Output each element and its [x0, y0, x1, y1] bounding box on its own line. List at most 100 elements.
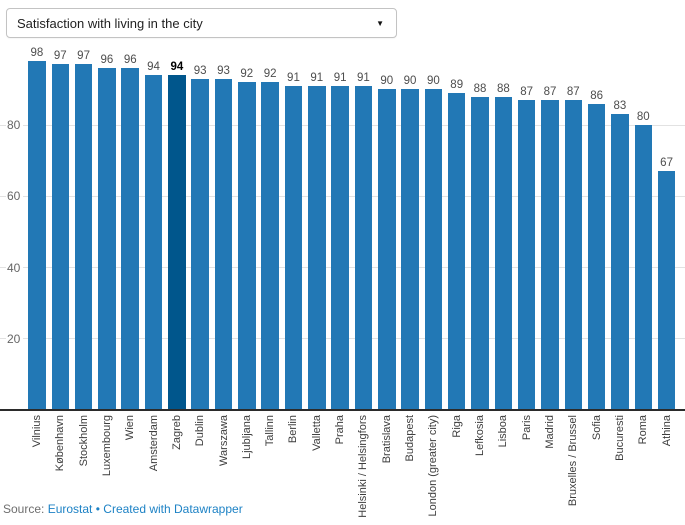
x-axis-category-label: Budapest [404, 415, 417, 462]
x-axis-label-cell: Dublin [189, 415, 212, 525]
bar-value-label: 93 [193, 64, 207, 77]
bar-Helsinki / Helsingfors[interactable] [354, 85, 373, 410]
bar-value-label: 96 [100, 54, 114, 66]
bar-Bratislava[interactable] [378, 89, 396, 410]
bar-Athina[interactable] [657, 171, 676, 410]
x-axis-label-cell: Lefkosia [468, 415, 491, 525]
bar-Zagreb[interactable] [168, 75, 186, 410]
bar-Amsterdam[interactable] [144, 75, 163, 410]
bar-value-label: 91 [310, 71, 324, 84]
bar-Ljubljana[interactable] [238, 82, 256, 410]
bar-value-label: 97 [77, 50, 90, 63]
x-axis-category-label: Lisboa [497, 415, 510, 448]
x-axis-label-cell: Roma [632, 415, 655, 525]
credit-link[interactable]: Created with Datawrapper [103, 502, 243, 516]
x-axis-category-label: Valletta [310, 415, 323, 451]
x-axis-label-cell: Athina [655, 415, 678, 525]
bar-Paris[interactable] [517, 100, 536, 410]
bar-value-label: 96 [123, 54, 137, 66]
x-axis-label-cell: Valletta [305, 415, 328, 525]
bar-value-label: 80 [636, 111, 650, 123]
bar-value-label: 87 [520, 86, 534, 99]
bar-value-label: 92 [263, 68, 277, 81]
bar-value-label: 88 [496, 82, 510, 95]
x-axis-line [0, 409, 685, 411]
x-axis-label-cell: Bratislava [375, 415, 398, 525]
bar-Bruxelles / Brussel[interactable] [564, 100, 583, 410]
x-axis-label-cell: København [49, 415, 72, 525]
bar-Roma[interactable] [634, 125, 653, 410]
x-axis-category-label: Luxembourg [100, 415, 113, 477]
source-link[interactable]: Eurostat [47, 502, 93, 516]
chevron-down-icon: ▼ [376, 18, 384, 28]
x-axis-label-cell: Luxembourg [95, 415, 118, 525]
x-axis-label-cell: Zagreb [165, 415, 188, 525]
bar-Valletta[interactable] [308, 85, 326, 410]
x-axis-category-label: Riga [450, 415, 463, 438]
bar-value-label: 94 [147, 61, 160, 74]
bar-Lisboa[interactable] [494, 96, 513, 410]
bar-Sofia[interactable] [587, 103, 606, 410]
y-axis-tick-label: 60 [6, 189, 24, 204]
x-axis-category-label: Berlin [287, 415, 300, 444]
bar-Tallinn[interactable] [261, 82, 279, 410]
x-axis-category-label: Lefkosia [474, 415, 487, 456]
bar-value-label: 90 [426, 75, 440, 88]
bar-Luxembourg[interactable] [98, 68, 116, 410]
bar-Praha[interactable] [331, 85, 349, 410]
bar-Lefkosia[interactable] [471, 96, 489, 410]
bar-value-label: 98 [30, 46, 44, 59]
bar-value-label: 91 [357, 71, 370, 84]
bar-Riga[interactable] [447, 92, 466, 410]
x-axis-category-label: Zagreb [170, 415, 183, 450]
bar-Warszawa[interactable] [214, 78, 233, 410]
x-axis-label-cell: Madrid [538, 415, 561, 525]
bar-value-label: 90 [380, 75, 394, 88]
bar-value-label: 86 [590, 89, 604, 102]
bar-Berlin[interactable] [284, 85, 303, 410]
source-label: Source: [3, 502, 45, 516]
x-axis-label-cell: London (greater city) [422, 415, 445, 525]
bar-London (greater city)[interactable] [424, 89, 443, 410]
bar-value-label: 83 [613, 100, 627, 113]
bar-value-label: 90 [403, 75, 417, 88]
bar-Bucuresti[interactable] [611, 114, 629, 410]
x-axis-label-cell: Amsterdam [142, 415, 165, 525]
x-axis-label-cell: Helsinki / Helsingfors [352, 415, 375, 525]
x-axis-category-label: Sofia [590, 415, 603, 441]
x-axis-label-cell: Praha [328, 415, 351, 525]
bar-value-label: 91 [287, 71, 300, 84]
y-axis-tick-label: 80 [6, 118, 24, 132]
bar-Budapest[interactable] [401, 89, 419, 410]
x-axis-label-cell: Warszawa [212, 415, 235, 525]
chart-footer: Source: Eurostat • Created with Datawrap… [3, 502, 243, 516]
x-axis-label-cell: Stockholm [72, 415, 95, 525]
bar-value-label: 97 [53, 50, 67, 63]
x-axis-category-label: Ljubljana [240, 415, 253, 460]
x-axis-label-cell: Berlin [282, 415, 305, 525]
x-axis-label-cell: Sofia [585, 415, 608, 525]
bar-Madrid[interactable] [541, 100, 559, 410]
bar-Dublin[interactable] [191, 78, 209, 410]
bar-value-label: 87 [543, 86, 557, 99]
x-axis-category-label: Athina [660, 415, 673, 447]
metric-select[interactable]: Satisfaction with living in the city ▼ [6, 8, 397, 38]
x-axis-category-label: Bratislava [380, 415, 393, 464]
x-axis-label-cell: Bucuresti [608, 415, 631, 525]
bar-Wien[interactable] [121, 68, 139, 410]
bar-Vilnius[interactable] [28, 60, 46, 410]
x-axis-category-label: Wien [124, 415, 137, 441]
x-axis-category-label: Stockholm [77, 415, 90, 467]
bar-Stockholm[interactable] [74, 64, 93, 410]
bar-value-label: 91 [333, 71, 347, 84]
bar-København[interactable] [51, 64, 70, 410]
x-axis-category-label: London (greater city) [427, 415, 440, 517]
x-axis-category-label: Dublin [194, 415, 207, 447]
footer-separator: • [95, 502, 100, 516]
bar-value-label: 94 [170, 61, 184, 74]
x-axis-category-label: Tallinn [264, 415, 277, 447]
x-axis-category-label: Vilnius [30, 415, 43, 448]
x-axis-category-label: Bruxelles / Brussel [567, 415, 580, 507]
x-axis-category-label: København [54, 415, 67, 472]
